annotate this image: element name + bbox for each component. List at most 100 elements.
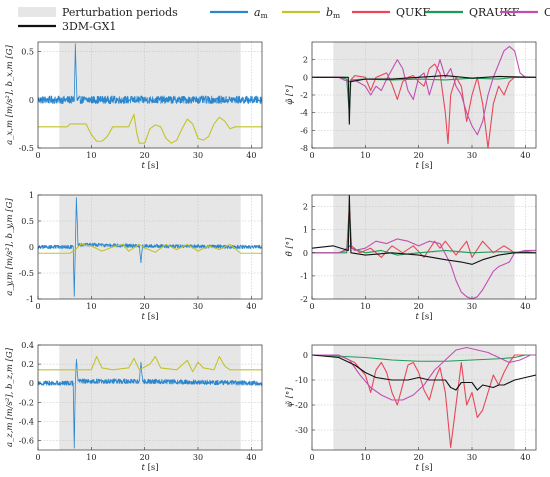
y-tick-label: 0: [303, 73, 308, 82]
y-tick-label: 0.2: [21, 360, 34, 369]
y-tick-label: -0.6: [19, 436, 34, 445]
series-gx1: [312, 75, 536, 125]
y-tick-label: 0: [29, 96, 34, 105]
series-group: [38, 355, 262, 449]
x-tick-label: 20: [414, 151, 424, 160]
x-tick-label: 40: [520, 453, 530, 462]
x-tick-label: 10: [86, 302, 96, 311]
y-tick-label: -8: [300, 144, 308, 153]
x-axis-label: t [s]: [141, 312, 158, 322]
chart-left-y: 0 10 20 30 40 -1 -0.5 0 0.5 1 t [s] a_y,m [m/s²], b…: [5, 191, 263, 322]
legend-item-1: am: [210, 6, 268, 20]
y-tick-label: -0.2: [19, 398, 34, 407]
y-tick-label: -2: [300, 295, 308, 304]
y-tick-label: -0.4: [19, 417, 34, 426]
x-tick-label: 0: [35, 302, 40, 311]
x-axis-label: t [s]: [415, 312, 432, 322]
legend-item-4: QRAUKF: [425, 6, 520, 19]
x-tick-label: 0: [309, 302, 314, 311]
series-group: [38, 43, 262, 144]
y-axis-label: θ̃ [°]: [284, 237, 295, 256]
series-group: [312, 195, 536, 299]
series-gx1: [312, 195, 536, 265]
y-axis-label: ψ̃ [°]: [284, 387, 295, 408]
x-axis-label: t [s]: [415, 161, 432, 171]
legend-item-0: Perturbation periods: [18, 6, 178, 19]
legend-label: bm: [326, 6, 340, 20]
y-tick-label: 0: [303, 351, 308, 360]
x-axis-label: t [s]: [415, 463, 432, 473]
chart-right-phi: 0 10 20 30 40 -8 -6 -4 -2 0 2 t [s] φ̃ [°]: [284, 41, 537, 171]
series-cf: [312, 238, 536, 299]
x-axis-label: t [s]: [141, 463, 158, 473]
legend-item-5: CF: [500, 6, 550, 19]
y-tick-label: 0: [29, 243, 34, 252]
x-tick-label: 20: [140, 453, 150, 462]
legend-item-6: 3DM-GX1: [18, 20, 116, 33]
y-tick-label: -0.5: [19, 144, 34, 153]
y-tick-label: -10: [295, 376, 308, 385]
perturbation-period: [59, 345, 241, 450]
x-tick-label: 40: [520, 151, 530, 160]
legend: Perturbation periods am bm QUKF QRAUKF CF 3DM-…: [18, 6, 550, 33]
legend-label: am: [254, 6, 268, 20]
y-axis-label: a_z,m [m/s²], b_z,m [G]: [5, 347, 15, 447]
y-tick-label: -20: [295, 401, 308, 410]
series-bm: [38, 113, 262, 144]
series-am: [38, 358, 262, 449]
x-tick-label: 40: [520, 302, 530, 311]
x-tick-label: 10: [360, 151, 370, 160]
y-tick-label: 1: [29, 191, 34, 200]
series-cf: [312, 346, 536, 401]
x-tick-label: 0: [309, 151, 314, 160]
x-tick-label: 0: [35, 151, 40, 160]
y-axis-label: a_y,m [m/s²], b_y,m [G]: [5, 198, 15, 296]
x-tick-label: 30: [193, 151, 203, 160]
x-tick-label: 30: [467, 151, 477, 160]
y-tick-label: -30: [295, 426, 308, 435]
y-tick-label: -6: [300, 126, 308, 135]
series-bm: [38, 355, 262, 373]
y-tick-label: 0.4: [21, 341, 34, 350]
chart-right-psi: 0 10 20 30 40 -30 -20 -10 0 t [s] ψ̃ [°]: [284, 344, 537, 473]
series-group: [312, 45, 536, 148]
axes-frame: [311, 344, 537, 451]
x-tick-label: 40: [246, 151, 256, 160]
series-group: [38, 197, 262, 297]
x-tick-label: 30: [193, 453, 203, 462]
x-tick-label: 10: [360, 453, 370, 462]
axes-frame: [37, 41, 263, 149]
series-am: [38, 197, 262, 297]
perturbation-period: [333, 195, 515, 299]
x-tick-label: 30: [193, 302, 203, 311]
chart-left-z: 0 10 20 30 40 -0.6 -0.4 -0.2 0 0.2 0.4 t [s] a_z,m […: [5, 341, 263, 473]
chart-left-x: 0 10 20 30 40-0.500.5t [s]a_x,m [m/s²], b_x,…: [5, 41, 263, 171]
series-qukf: [312, 354, 536, 449]
y-tick-label: 2: [303, 56, 308, 65]
x-axis-label: t [s]: [141, 161, 158, 171]
x-tick-label: 10: [86, 151, 96, 160]
y-axis-label: φ̃ [°]: [284, 85, 295, 105]
series-gx1: [312, 354, 536, 391]
x-tick-label: 30: [467, 453, 477, 462]
x-tick-label: 20: [414, 453, 424, 462]
legend-label: Perturbation periods: [62, 6, 178, 19]
y-tick-label: -2: [300, 91, 308, 100]
legend-label: QUKF: [396, 6, 431, 19]
series-group: [312, 346, 536, 449]
legend-label: QRAUKF: [469, 6, 520, 19]
legend-item-3: QUKF: [352, 6, 431, 19]
x-tick-label: 10: [86, 453, 96, 462]
x-tick-label: 20: [140, 302, 150, 311]
chart-panels: 0 10 20 30 40-0.500.5t [s]a_x,m [m/s²], b_x,…: [5, 41, 537, 473]
y-tick-label: 0: [29, 379, 34, 388]
y-axis-label: a_x,m [m/s²], b_x,m [G]: [5, 44, 15, 144]
x-tick-label: 20: [140, 151, 150, 160]
y-tick-label: -0.5: [19, 269, 34, 278]
legend-label: CF: [544, 6, 550, 19]
series-cf: [312, 45, 536, 136]
x-tick-label: 40: [246, 302, 256, 311]
series-am: [38, 43, 262, 105]
y-tick-label: 1: [303, 226, 308, 235]
